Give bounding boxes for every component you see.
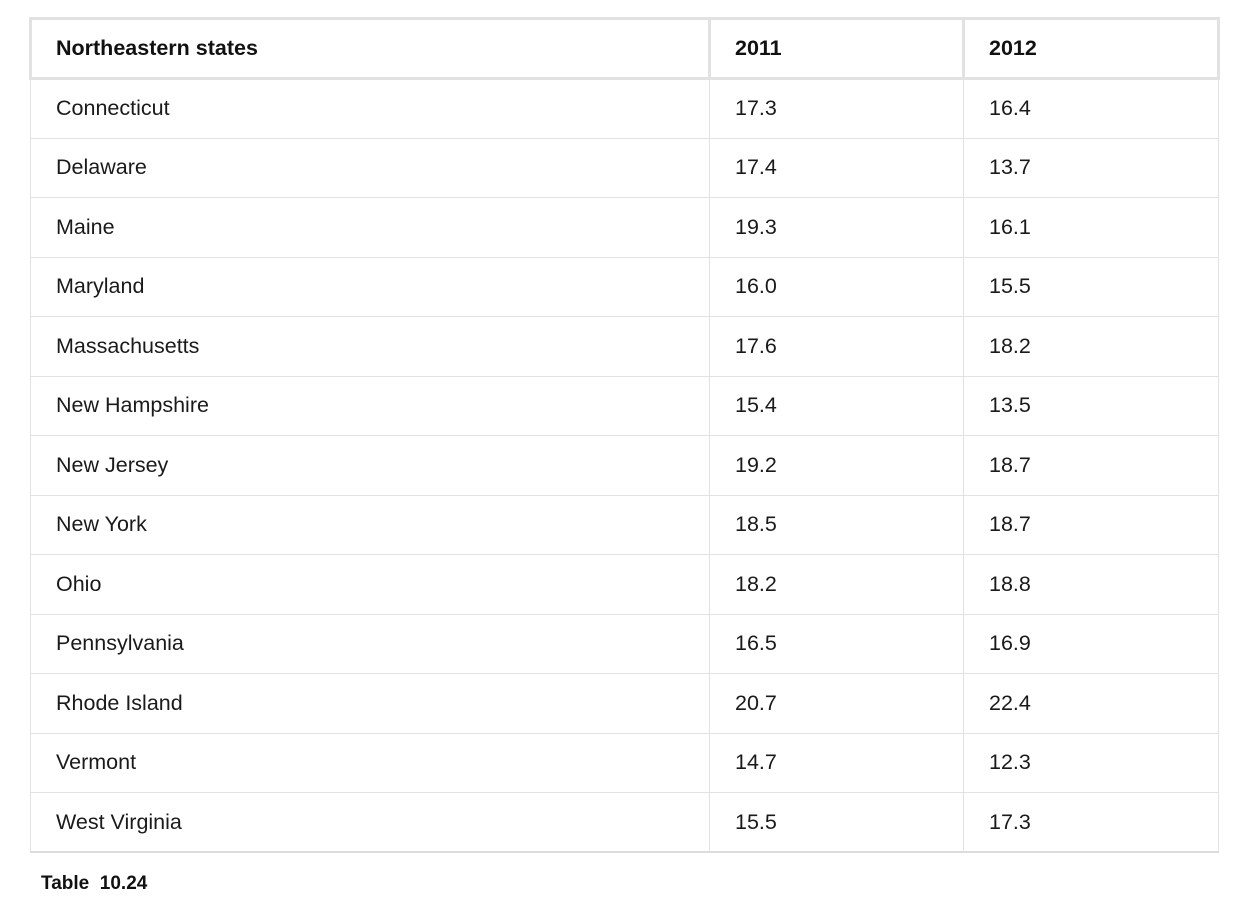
state-cell: New Jersey — [30, 435, 710, 496]
state-cell: Rhode Island — [30, 673, 710, 734]
state-cell: Ohio — [30, 554, 710, 615]
state-cell: West Virginia — [30, 792, 710, 853]
value-2011-cell: 14.7 — [709, 732, 964, 793]
state-cell: Vermont — [30, 732, 710, 793]
table-row: Maryland 16.0 15.5 — [30, 256, 1219, 317]
table-row: Pennsylvania 16.5 16.9 — [30, 613, 1219, 674]
value-2012-cell: 13.5 — [963, 375, 1219, 436]
caption-label: Table — [41, 873, 90, 894]
value-2011-cell: 17.3 — [709, 78, 964, 139]
column-header-2012: 2012 — [962, 17, 1220, 80]
table-row: West Virginia 15.5 17.3 — [30, 792, 1219, 853]
data-table-container: Northeastern states 2011 2012 Connecticu… — [29, 17, 1220, 853]
value-2011-cell: 17.4 — [709, 137, 964, 198]
value-2011-cell: 20.7 — [709, 673, 964, 734]
state-cell: Massachusetts — [30, 316, 710, 377]
value-2012-cell: 22.4 — [963, 673, 1219, 734]
value-2011-cell: 16.5 — [709, 613, 964, 674]
value-2012-cell: 18.2 — [963, 316, 1219, 377]
state-cell: Delaware — [30, 137, 710, 198]
value-2011-cell: 16.0 — [709, 256, 964, 317]
value-2012-cell: 12.3 — [963, 732, 1219, 793]
table-row: Massachusetts 17.6 18.2 — [30, 316, 1219, 377]
value-2011-cell: 18.5 — [709, 494, 964, 555]
state-cell: Pennsylvania — [30, 613, 710, 674]
value-2011-cell: 19.2 — [709, 435, 964, 496]
column-header-2011: 2011 — [708, 17, 965, 80]
caption-number: 10.24 — [99, 873, 148, 894]
table-row: New York 18.5 18.7 — [30, 494, 1219, 555]
value-2012-cell: 18.7 — [963, 435, 1219, 496]
value-2012-cell: 13.7 — [963, 137, 1219, 198]
value-2011-cell: 19.3 — [709, 197, 964, 258]
table-row: Maine 19.3 16.1 — [30, 197, 1219, 258]
table-row: Ohio 18.2 18.8 — [30, 554, 1219, 615]
data-table: Northeastern states 2011 2012 Connecticu… — [29, 17, 1220, 853]
table-body: Connecticut 17.3 16.4 Delaware 17.4 13.7 Maine… — [30, 78, 1219, 853]
value-2012-cell: 16.1 — [963, 197, 1219, 258]
table-row: Rhode Island 20.7 22.4 — [30, 673, 1219, 734]
value-2011-cell: 18.2 — [709, 554, 964, 615]
state-cell: Maryland — [30, 256, 710, 317]
value-2011-cell: 15.5 — [709, 792, 964, 853]
table-header: Northeastern states 2011 2012 — [29, 17, 1220, 80]
table-row: New Hampshire 15.4 13.5 — [30, 375, 1219, 436]
state-cell: New York — [30, 494, 710, 555]
table-caption: Table 10.24 — [41, 873, 147, 895]
state-cell: Connecticut — [30, 78, 710, 139]
table-row: New Jersey 19.2 18.7 — [30, 435, 1219, 496]
state-cell: Maine — [30, 197, 710, 258]
value-2011-cell: 17.6 — [709, 316, 964, 377]
value-2012-cell: 15.5 — [963, 256, 1219, 317]
value-2011-cell: 15.4 — [709, 375, 964, 436]
table-row: Vermont 14.7 12.3 — [30, 732, 1219, 793]
column-header-state: Northeastern states — [29, 17, 711, 80]
table-row: Delaware 17.4 13.7 — [30, 137, 1219, 198]
value-2012-cell: 16.9 — [963, 613, 1219, 674]
value-2012-cell: 16.4 — [963, 78, 1219, 139]
state-cell: New Hampshire — [30, 375, 710, 436]
value-2012-cell: 18.7 — [963, 494, 1219, 555]
value-2012-cell: 18.8 — [963, 554, 1219, 615]
table-row: Connecticut 17.3 16.4 — [30, 78, 1219, 139]
value-2012-cell: 17.3 — [963, 792, 1219, 853]
header-row: Northeastern states 2011 2012 — [29, 17, 1220, 80]
